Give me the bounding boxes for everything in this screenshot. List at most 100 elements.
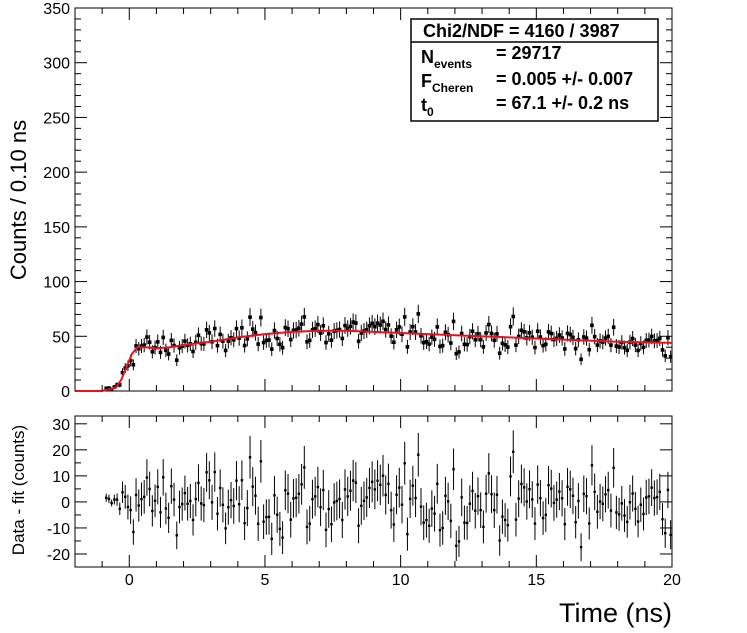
data-point xyxy=(405,345,410,349)
data-point xyxy=(117,383,122,387)
residual-point xyxy=(292,497,295,500)
data-point xyxy=(343,323,347,328)
residual-point xyxy=(615,511,618,514)
data-point xyxy=(196,333,201,338)
residual-point xyxy=(655,495,659,499)
data-point xyxy=(655,338,659,343)
data-point xyxy=(614,344,619,348)
residual-point xyxy=(235,479,238,482)
residual-point xyxy=(539,496,542,500)
data-point xyxy=(204,328,209,332)
residual-point xyxy=(311,497,314,501)
top-y-tick-label: 300 xyxy=(43,56,70,73)
data-point xyxy=(644,338,649,343)
data-point xyxy=(397,325,402,329)
residual-point xyxy=(118,507,121,510)
data-point xyxy=(495,332,499,336)
residual-point xyxy=(403,461,406,465)
stats-box: Chi2/NDF = 4160 / 3987 Nevents = 29717 F… xyxy=(410,18,659,122)
residual-point xyxy=(408,497,412,501)
x-tick-label: 15 xyxy=(527,572,545,589)
data-point xyxy=(402,315,407,319)
data-point xyxy=(633,343,638,347)
residual-point xyxy=(175,534,178,537)
data-point xyxy=(226,339,231,343)
data-point xyxy=(473,337,478,342)
residual-point xyxy=(156,485,159,489)
residual-point xyxy=(427,524,431,527)
data-point xyxy=(400,332,404,337)
residual-point xyxy=(531,498,534,501)
residual-point xyxy=(324,528,328,532)
x-axis-title: Time (ns) xyxy=(559,598,672,628)
data-point xyxy=(326,331,331,336)
residual-point xyxy=(474,509,477,512)
data-point xyxy=(202,342,206,346)
residual-point xyxy=(452,468,455,471)
data-point xyxy=(383,327,388,332)
residual-point xyxy=(455,544,458,547)
data-point xyxy=(419,333,423,338)
residual-point xyxy=(493,508,496,512)
data-point xyxy=(443,330,448,335)
residual-point xyxy=(487,472,491,475)
residual-point xyxy=(346,495,349,498)
residual-point xyxy=(145,476,149,479)
stats-t0-value: = 67.1 +/- 0.2 ns xyxy=(496,93,629,113)
residual-point xyxy=(495,493,499,496)
residual-point xyxy=(164,507,168,510)
residual-point xyxy=(246,506,249,510)
data-point xyxy=(302,315,307,319)
data-point xyxy=(535,329,540,334)
data-point xyxy=(538,335,543,339)
residual-point xyxy=(666,488,670,492)
residual-point xyxy=(438,528,442,532)
data-point xyxy=(424,339,429,344)
data-point xyxy=(191,349,195,354)
residual-point xyxy=(148,487,151,491)
residual-point xyxy=(620,502,623,505)
data-point xyxy=(595,343,600,347)
data-point xyxy=(212,326,217,331)
residual-point xyxy=(658,490,661,494)
data-point xyxy=(478,337,483,342)
residual-point xyxy=(569,488,572,491)
data-point xyxy=(166,352,171,356)
data-point xyxy=(107,386,111,390)
bottom-y-ticks: -20 -10 0 10 20 30 xyxy=(47,417,672,568)
data-point xyxy=(158,350,163,355)
data-point xyxy=(571,335,575,340)
residual-point xyxy=(251,485,254,488)
top-y-tick-label: 100 xyxy=(43,275,70,292)
residual-point xyxy=(460,496,463,499)
data-point xyxy=(294,328,298,332)
residual-point xyxy=(105,496,108,499)
data-point xyxy=(253,330,258,335)
residual-point xyxy=(327,507,330,511)
data-point xyxy=(128,358,133,363)
data-point xyxy=(582,335,586,339)
top-y-tick-label: 0 xyxy=(61,384,70,401)
data-point xyxy=(487,322,491,327)
data-point xyxy=(497,351,502,356)
residual-point xyxy=(609,509,613,512)
residual-point xyxy=(243,522,246,525)
data-point xyxy=(592,334,597,339)
residual-point xyxy=(240,479,244,482)
data-point xyxy=(413,330,418,334)
residual-point xyxy=(479,508,482,512)
data-point xyxy=(641,345,646,350)
data-point xyxy=(324,340,328,345)
data-point xyxy=(183,339,187,343)
data-point xyxy=(606,334,611,339)
residual-point xyxy=(650,486,653,489)
data-point xyxy=(622,345,627,350)
residual-point xyxy=(577,499,580,503)
residual-point xyxy=(514,518,518,521)
residual-points xyxy=(105,430,672,562)
data-point xyxy=(373,324,377,329)
residual-point xyxy=(490,492,493,496)
top-y-ticks: 0 50 100 150 200 250 300 350 xyxy=(43,1,672,401)
data-point xyxy=(370,321,374,326)
